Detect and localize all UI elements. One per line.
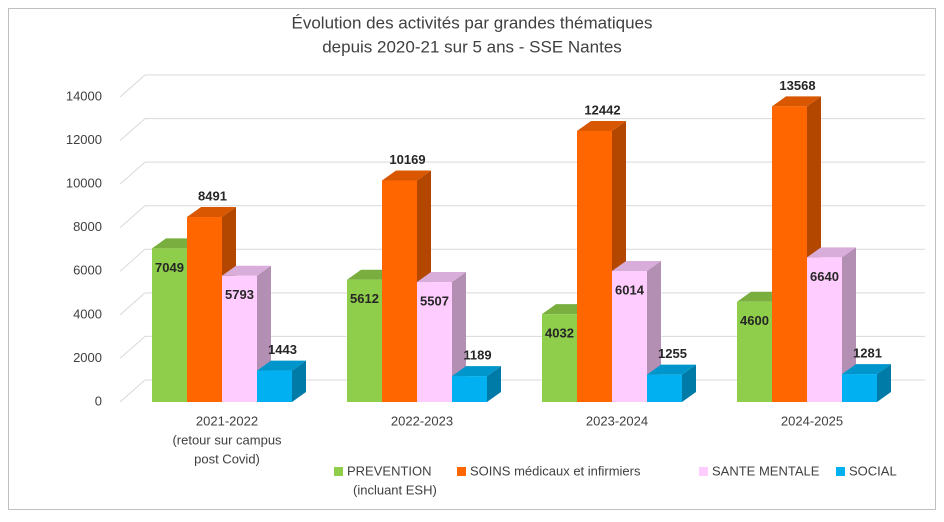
bar-top [772, 96, 821, 107]
y-tick-label: 12000 [66, 132, 102, 147]
y-tick-label: 10000 [66, 176, 102, 191]
data-label: 4600 [740, 313, 769, 328]
x-tick-label: post Covid) [194, 451, 260, 466]
x-tick-label: (retour sur campus [172, 432, 282, 447]
grid-line [119, 205, 925, 229]
bar [452, 376, 487, 402]
legend-label: (incluant ESH) [353, 482, 437, 497]
bar [772, 106, 807, 402]
bar [542, 314, 577, 402]
y-tick-label: 0 [95, 393, 102, 408]
data-label: 7049 [155, 260, 184, 275]
bar-top [222, 265, 271, 276]
grid-line [119, 161, 925, 185]
bar [347, 279, 382, 402]
bar [737, 301, 772, 402]
y-tick-label: 4000 [73, 306, 102, 321]
legend-swatch [334, 467, 343, 476]
chart-subtitle: depuis 2020-21 sur 5 ans - SSE Nantes [322, 37, 622, 56]
grid-line [119, 74, 925, 98]
y-tick-label: 6000 [73, 263, 102, 278]
bar-top [452, 366, 501, 377]
bar [647, 374, 682, 402]
bar [577, 130, 612, 402]
y-tick-label: 2000 [73, 350, 102, 365]
data-label: 6014 [615, 282, 645, 297]
bar-top [257, 360, 306, 371]
chart-title: Évolution des activités par grandes thém… [292, 13, 653, 32]
bar [417, 282, 452, 402]
bar [187, 217, 222, 402]
bar-side [877, 364, 891, 402]
grid-line [119, 292, 925, 316]
data-label: 10169 [389, 152, 425, 167]
data-label: 1443 [268, 342, 297, 357]
grid-line [119, 248, 925, 272]
bar [257, 370, 292, 402]
legend-label: SANTE MENTALE [712, 463, 820, 478]
data-label: 12442 [584, 102, 620, 117]
bar-top [612, 260, 661, 271]
x-tick-label: 2022-2023 [391, 413, 453, 428]
data-label: 13568 [779, 78, 815, 93]
x-tick-label: 2023-2024 [586, 413, 648, 428]
data-label: 1189 [463, 348, 491, 363]
bar [152, 248, 187, 402]
bar-side [842, 247, 856, 402]
data-label: 5507 [420, 293, 449, 308]
grid-line [119, 335, 925, 359]
bar-top [382, 170, 431, 181]
data-label: 5612 [350, 291, 379, 306]
bar-side [292, 360, 306, 402]
legend-label: PREVENTION [347, 463, 432, 478]
data-label: 8491 [198, 188, 227, 203]
legend-label: SOCIAL [849, 463, 897, 478]
bar-top [187, 207, 236, 218]
bar-side [487, 366, 501, 402]
data-label: 5793 [225, 287, 254, 302]
bar-top [842, 364, 891, 375]
legend-label: SOINS médicaux et infirmiers [470, 463, 641, 478]
data-label: 1281 [853, 346, 882, 361]
bar-side [647, 260, 661, 402]
bar-top [647, 364, 696, 375]
data-label: 6640 [810, 269, 839, 284]
x-tick-label: 2024-2025 [781, 413, 843, 428]
bar-side [682, 364, 696, 402]
bar-top [577, 120, 626, 131]
bar [612, 270, 647, 402]
legend-swatch [836, 467, 845, 476]
x-tick-label: 2021-2022 [196, 413, 258, 428]
bar [807, 257, 842, 402]
legend-swatch [457, 467, 466, 476]
bar-top [417, 272, 466, 283]
legend-swatch [699, 467, 708, 476]
y-tick-label: 14000 [66, 88, 102, 103]
bar [842, 374, 877, 402]
y-tick-label: 8000 [73, 219, 102, 234]
data-label: 1255 [658, 346, 687, 361]
grid-line [119, 118, 925, 141]
data-label: 4032 [545, 326, 574, 341]
bar [222, 275, 257, 402]
bar [382, 180, 417, 402]
bar-top [807, 247, 856, 258]
